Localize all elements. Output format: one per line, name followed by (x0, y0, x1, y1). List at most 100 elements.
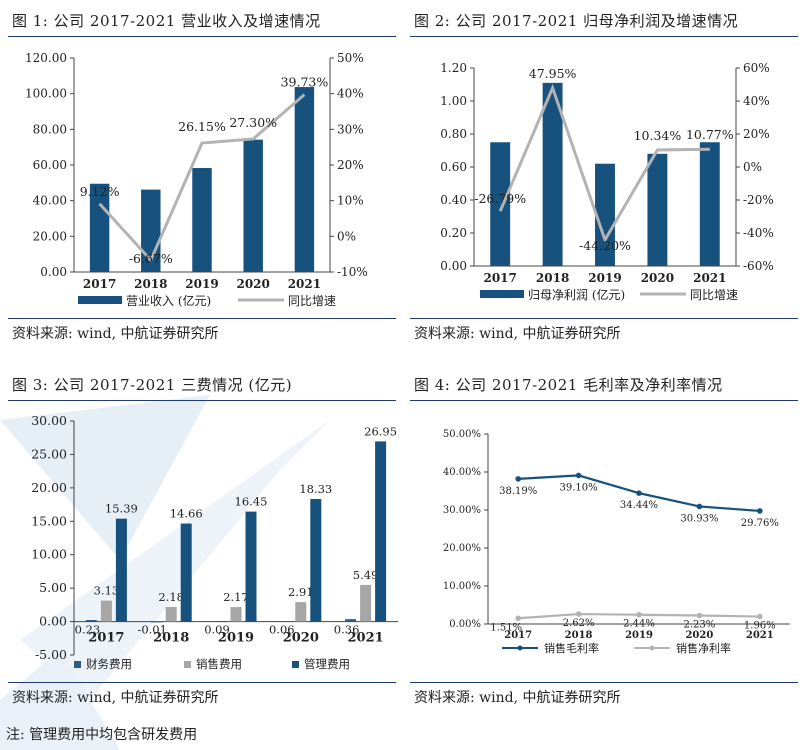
bar-财务费用 (280, 621, 292, 622)
x-tick-label: 2020 (685, 630, 713, 641)
y-tick-label: 60.00 (33, 158, 67, 172)
y2-tick-label: 0% (743, 160, 762, 174)
y-tick-label: 0.00 (440, 259, 467, 273)
y-tick-label: 0.00% (449, 619, 481, 630)
bar (294, 87, 315, 272)
data-point (515, 615, 521, 622)
bar-财务费用 (345, 619, 357, 622)
y-tick-label: 50.00% (443, 429, 481, 440)
legend-label: 财务费用 (86, 657, 132, 671)
bar (699, 142, 720, 266)
legend-swatch-bar (480, 290, 524, 298)
y2-tick-label: -20% (743, 193, 774, 207)
data-label: 0.36 (334, 623, 360, 637)
x-tick-label: 2017 (483, 271, 516, 285)
y-tick-label: 5.00 (39, 580, 67, 595)
data-label: 2.23% (684, 620, 716, 631)
bar-销售费用 (165, 606, 177, 622)
data-point (757, 613, 763, 620)
data-point (696, 612, 703, 619)
bar-管理费用 (245, 511, 257, 622)
legend-label: 销售净利率 (676, 641, 731, 655)
data-point (636, 490, 642, 496)
bar-财务费用 (215, 620, 227, 622)
data-label: 26.95 (364, 424, 397, 438)
title-rule-1 (8, 36, 396, 37)
y-tick-label: 10.00% (443, 581, 481, 592)
x-tick-label: 2018 (153, 631, 189, 646)
data-label: 15.39 (105, 502, 138, 516)
panel-3-source: 资料来源: wind, 中航证券研究所 (12, 690, 219, 706)
x-tick-label: 2018 (134, 277, 167, 291)
legend-label-line: 同比增速 (690, 288, 738, 302)
title-rule-3 (8, 400, 396, 401)
x-tick-label: 2021 (746, 630, 774, 641)
y2-tick-label: 50% (337, 51, 364, 65)
legend-label: 销售费用 (196, 657, 242, 671)
data-point (515, 476, 521, 482)
y-tick-label: 1.20 (440, 61, 467, 75)
bar-财务费用 (150, 621, 162, 623)
y2-tick-label: -60% (743, 259, 774, 273)
growth-data-label: 47.95% (529, 66, 577, 81)
source-rule-2 (410, 318, 798, 319)
y-tick-label: 0.00 (39, 614, 67, 629)
y2-tick-label: 10% (337, 194, 364, 208)
bar-管理费用 (375, 441, 387, 622)
y-tick-label: 30.00 (31, 413, 67, 428)
y2-tick-label: 40% (337, 87, 364, 101)
data-label: 38.19% (499, 486, 537, 497)
x-tick-label: 2019 (625, 630, 653, 641)
data-label: 2.62% (563, 618, 595, 629)
growth-data-label: -6.67% (129, 251, 173, 266)
y-tick-label: 25.00 (31, 446, 67, 461)
x-tick-label: 2018 (565, 630, 593, 641)
source-rule-4 (410, 682, 798, 683)
bar (490, 142, 511, 266)
y2-tick-label: 20% (743, 127, 770, 141)
y-tick-label: 40.00% (443, 467, 481, 478)
growth-data-label: 10.77% (686, 127, 734, 142)
x-tick-label: 2019 (218, 631, 254, 646)
bar (647, 153, 668, 266)
growth-data-label: 26.15% (178, 119, 226, 134)
panel-3-title: 图 3: 公司 2017-2021 三费情况 (亿元) (12, 376, 293, 394)
growth-data-label: -44.20% (579, 238, 631, 253)
data-label: 0.09 (204, 623, 230, 637)
y-tick-label: 120.00 (25, 51, 67, 65)
y2-tick-label: 40% (743, 94, 770, 108)
panel-2-title: 图 2: 公司 2017-2021 归母净利润及增速情况 (414, 12, 739, 30)
x-tick-label: 2021 (693, 271, 726, 285)
data-label: 29.76% (741, 518, 779, 529)
legend-label-bar: 归母净利润 (亿元) (528, 287, 625, 302)
data-label: 2.44% (623, 619, 655, 630)
title-rule-2 (410, 36, 798, 37)
data-label: 18.33 (299, 482, 332, 496)
y2-tick-label: 30% (337, 122, 364, 136)
data-label: 1.96% (744, 621, 776, 632)
data-point (575, 611, 582, 617)
bar-销售费用 (360, 584, 372, 622)
x-tick-label: 2017 (88, 631, 124, 646)
growth-data-label: 10.34% (634, 128, 682, 143)
data-label: 39.10% (560, 482, 598, 493)
net-profit-chart: 0.00 0.20 0.40 0.60 0.80 1.00 1.20 -60% -40% -20%… (440, 61, 774, 302)
x-tick-label: 2020 (283, 631, 319, 646)
margin-chart: 0.00% 10.00% 20.00% 30.00% 40.00% 50.00% 2017 2… (443, 429, 790, 655)
y-tick-label: 0.40 (440, 193, 467, 207)
legend-label-bar: 营业收入 (亿元) (126, 293, 211, 308)
y-tick-label: 0.00 (40, 265, 67, 279)
y2-tick-label: 60% (743, 61, 770, 75)
bar-财务费用 (85, 620, 97, 622)
legend-label: 管理费用 (304, 657, 350, 671)
y-tick-label: 20.00 (31, 480, 67, 495)
x-tick-label: 2021 (288, 277, 321, 291)
growth-data-label: 27.30% (229, 115, 277, 130)
panel-4-title: 图 4: 公司 2017-2021 毛利率及净利率情况 (414, 376, 723, 394)
growth-line (498, 83, 710, 244)
bar (89, 183, 110, 272)
bar-管理费用 (310, 499, 322, 622)
data-point (636, 611, 642, 618)
y-tick-label: 80.00 (33, 122, 67, 136)
legend-swatch-bar (78, 296, 122, 304)
